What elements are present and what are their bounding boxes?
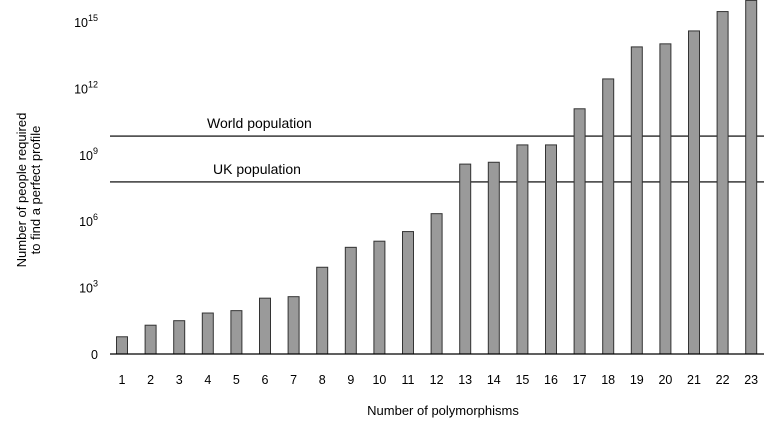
- bar: [259, 297, 271, 355]
- x-tick-label: 10: [372, 373, 386, 387]
- x-tick-label: 21: [687, 373, 701, 387]
- x-tick-label: 8: [319, 373, 326, 387]
- bar: [659, 43, 672, 355]
- y-tick-label: 109: [79, 146, 98, 163]
- x-tick-label: 17: [573, 373, 587, 387]
- x-tick-label: 15: [515, 373, 529, 387]
- reference-line-label: UK population: [213, 161, 301, 177]
- y-tick-label: 1012: [74, 79, 98, 96]
- x-tick-label: 18: [601, 373, 615, 387]
- bar: [602, 78, 615, 355]
- x-tick-label: 11: [402, 373, 415, 387]
- x-tick-label: 16: [544, 373, 558, 387]
- x-tick-label: 13: [458, 373, 472, 387]
- x-tick-label: 20: [658, 373, 672, 387]
- x-tick-label: 6: [262, 373, 269, 387]
- bar: [745, 0, 758, 355]
- y-axis-title-line-1: Number of people required: [14, 113, 29, 268]
- bar: [316, 266, 329, 355]
- y-tick-label: 106: [79, 212, 98, 229]
- bar: [373, 240, 386, 355]
- bar: [716, 11, 729, 355]
- x-axis-title: Number of polymorphisms: [367, 403, 519, 418]
- bar: [688, 30, 700, 355]
- x-tick-label: 22: [716, 373, 730, 387]
- x-axis-ticks: 1 2 3 4 5 6 7 8 9 10 11 12 13 14 15 16 17 18 19 20 21 22 23: [119, 373, 759, 387]
- y-axis-title-line-2: to find a perfect profile: [28, 126, 43, 255]
- x-tick-label: 12: [430, 373, 444, 387]
- reference-lines: World population UK population: [110, 115, 764, 183]
- x-tick-label: 23: [744, 373, 758, 387]
- bar: [630, 46, 643, 355]
- bar: [173, 320, 186, 355]
- x-tick-label: 7: [290, 373, 297, 387]
- bar: [545, 144, 557, 355]
- bar: [402, 231, 414, 355]
- x-tick-label: 5: [233, 373, 240, 387]
- x-tick-label: 19: [630, 373, 644, 387]
- x-tick-label: 14: [487, 373, 501, 387]
- x-tick-label: 1: [119, 373, 126, 387]
- y-tick-label: 0: [91, 348, 98, 362]
- y-axis-title: Number of people required to find a perf…: [14, 113, 43, 268]
- bar: [516, 144, 529, 355]
- bar: [144, 324, 157, 355]
- y-axis-ticks: 0 103 106 109 1012 1015: [74, 13, 98, 362]
- y-tick-label: 1015: [74, 13, 98, 30]
- bar: [201, 312, 214, 355]
- bar: [287, 296, 300, 355]
- x-tick-label: 4: [204, 373, 211, 387]
- bar: [344, 246, 357, 355]
- bar: [430, 213, 443, 355]
- bar: [459, 163, 472, 355]
- bar: [573, 108, 586, 355]
- y-tick-label: 103: [79, 279, 98, 296]
- bars: [116, 0, 758, 355]
- bar: [230, 310, 243, 355]
- bar: [487, 161, 500, 355]
- x-tick-label: 3: [176, 373, 183, 387]
- x-tick-label: 9: [347, 373, 354, 387]
- bar: [116, 336, 128, 355]
- x-tick-label: 2: [147, 373, 154, 387]
- reference-line-label: World population: [207, 115, 312, 131]
